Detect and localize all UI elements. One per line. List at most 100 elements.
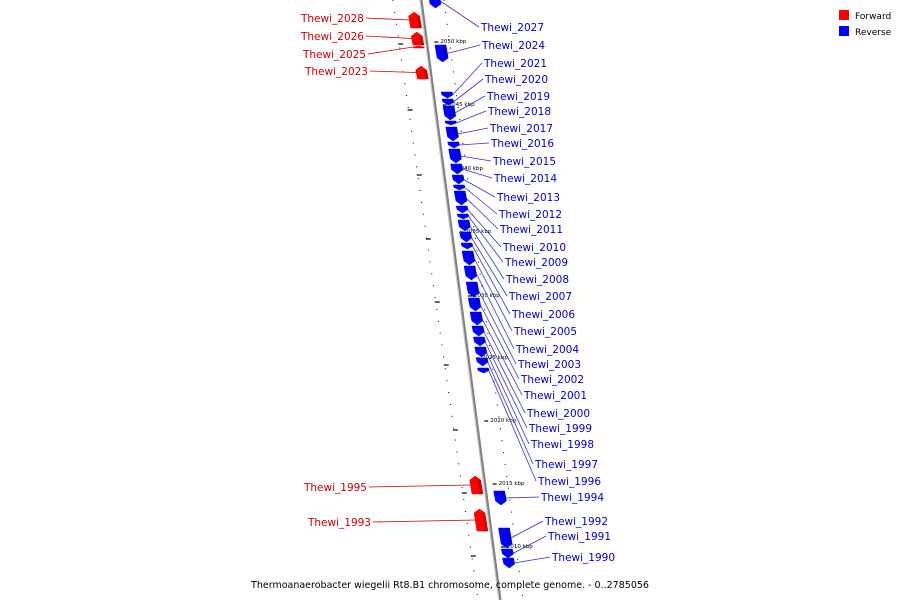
gene-label: Thewi_1995 [303,482,367,494]
gene-leader-line [452,62,483,96]
gene-label: Thewi_2028 [300,13,364,25]
gene-label: Thewi_1999 [528,423,592,435]
gene-leader-line [463,179,496,198]
scale-tick-label: 2035 kbp [465,229,491,235]
gene-feature-shade [476,298,481,307]
gene-feature-shade [458,164,463,170]
gene-leader-line [514,556,551,564]
guide-line [392,0,479,600]
gene-leader-line [468,216,504,263]
legend-reverse-swatch [839,26,849,36]
chromosome-axis-highlight [419,0,500,600]
gene-label: Thewi_2001 [523,390,587,402]
gene-feature-shade [501,491,507,501]
gene-feature-shade [419,36,424,45]
scale-tick-label: 2045 kbp [449,102,475,108]
gene-leader-line [367,46,414,55]
gene-label: Thewi_2004 [515,344,579,356]
gene-label: Thewi_1991 [547,531,611,543]
gene-feature-shade [470,251,475,261]
gene-label: Thewi_2015 [492,156,556,168]
gene-leader-line [484,341,528,429]
gene-label: Thewi_2017 [489,123,553,135]
gene-leader-line [472,245,511,315]
gene-label: Thewi_2019 [486,91,550,103]
gene-feature-shade [464,206,469,210]
gene-label: Thewi_2026 [300,31,364,43]
gene-feature-shade [468,243,473,246]
gene-label: Thewi_2024 [481,40,545,52]
gene-feature-shade [467,232,472,238]
gene-label: Thewi_2023 [304,66,368,78]
gene-leader-line [485,351,530,445]
gene-feature-shade [477,480,484,494]
gene-leader-line [465,197,499,230]
gene-label: Thewi_1990 [551,552,615,564]
gene-feature-shade [474,282,480,293]
gene-leader-line [483,330,526,414]
gene-leader-line [479,304,520,380]
gene-leader-line [512,535,547,554]
gene-feature-shade [482,513,488,531]
gene-leader-line [473,257,513,332]
scale-tick-label: 2040 kbp [457,166,483,172]
gene-labels: Thewi_2028 Thewi_2027 Thewi_2026 Thewi_2025… [300,13,615,564]
gene-feature-shade [509,549,514,554]
legend-reverse-label: Reverse [855,28,892,38]
gene-label: Thewi_2003 [517,359,581,371]
gene-feature-shade [482,347,488,353]
gene-label: Thewi_2018 [487,106,551,118]
scale-tick-label: 2010 kbp [507,544,533,550]
gene-leader-line [470,236,508,297]
scale-tick-label: 2050 kbp [440,39,466,45]
gene-label: Thewi_1992 [544,516,608,528]
gene-leader-line [365,35,413,39]
gene-feature-shade [481,337,486,342]
gene-feature-shade [462,191,467,201]
gene-label: Thewi_2006 [511,309,575,321]
gene-feature-shade [455,142,460,145]
gene-label: Thewi_2021 [483,58,547,70]
gene-leader-line [487,361,534,465]
gene-label: Thewi_2002 [520,374,584,386]
gene-feature-shade [456,149,462,159]
gene-leader-line [460,155,492,162]
gene-leader-line [488,370,537,482]
gene-label: Thewi_2008 [505,274,569,286]
gene-feature-shade [460,175,465,180]
gene-label: Thewi_2000 [526,408,590,420]
gene-leader-line [368,484,471,488]
gene-label: Thewi_1998 [530,439,594,451]
gene-leader-line [505,496,540,499]
gene-label: Thewi_1993 [307,517,371,529]
gene-feature-shade [465,214,469,217]
gene-leader-line [453,78,484,103]
legend: Forward Reverse [839,10,892,38]
gene-label: Thewi_2012 [498,209,562,221]
gene-feature-shade [442,45,449,58]
gene-label: Thewi_2007 [508,291,572,303]
scale-tick-label: 2020 kbp [490,418,516,424]
gene-label: Thewi_1996 [537,476,601,488]
gene-label: Thewi_2010 [502,242,566,254]
gene-feature-shade [437,0,442,4]
gene-label: Thewi_2016 [490,138,554,150]
map-caption: Thermoanaerobacter wiegelii Rt8.B1 chrom… [250,580,649,591]
gene-feature-shade [484,358,489,362]
legend-forward-swatch [839,10,849,20]
gene-feature-shade [421,47,425,48]
gene-leader-line [459,142,490,146]
gene-label: Thewi_2027 [480,22,544,34]
gene-label: Thewi_1997 [534,459,598,471]
gene-leader-line [372,519,476,523]
gene-feature-shade [472,266,477,276]
gene-feature-shade [510,558,515,564]
gene-leader-line [446,44,481,54]
gene-leader-line [464,187,498,215]
gene-leader-line [439,0,480,28]
gene-label: Thewi_1994 [540,492,604,504]
gene-leader-line [481,318,523,396]
gene-label: Thewi_2014 [493,173,557,185]
gene-leader-line [477,289,517,365]
gene-label: Thewi_2005 [513,326,577,338]
